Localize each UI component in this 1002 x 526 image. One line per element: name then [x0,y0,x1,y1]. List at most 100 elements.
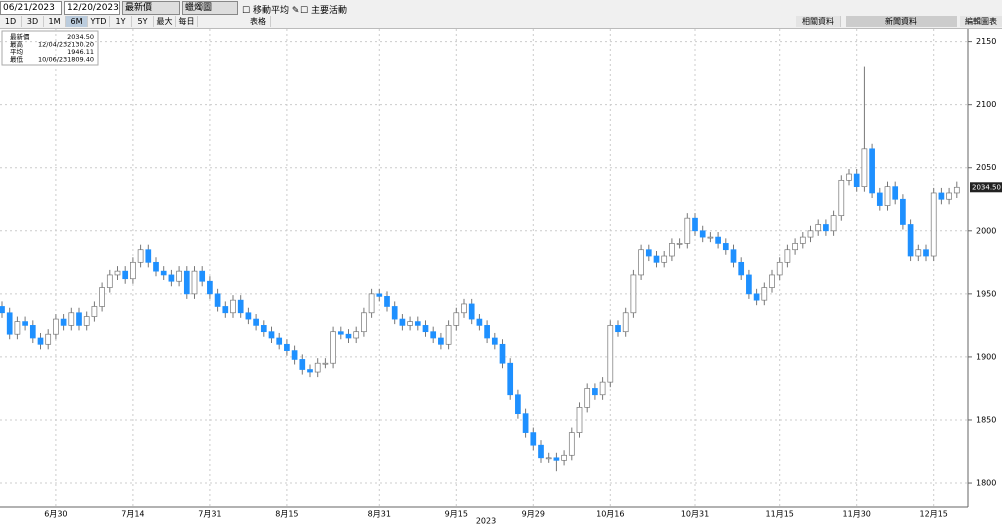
related-button[interactable]: 相關資料 [796,16,841,27]
candle-body [145,249,152,263]
events[interactable]: ☐ 主要活動 [300,6,347,16]
candle-body [445,325,452,345]
legend-text: 12/04/23 [38,41,67,49]
candle-body [807,230,814,238]
candle-body [407,321,413,326]
candle-body [76,312,82,326]
events-label: 主要活動 [310,6,347,16]
candle-body [946,192,952,200]
candle-body [599,381,606,396]
candle-body [746,274,752,295]
candle-body [384,296,390,307]
range-button[interactable]: YTD [88,16,110,27]
candle-body [776,261,783,276]
range-button[interactable]: 6M [66,16,88,27]
candle-body [183,270,190,295]
news-button[interactable]: 新聞資料 [846,16,957,27]
candle-body [230,299,236,314]
candle-body [130,261,136,280]
candle-body [592,388,598,396]
legend-text: 1946.11 [67,48,94,56]
range-button[interactable]: 最大 [154,16,176,27]
candle-body [22,321,28,326]
candle-body [676,243,683,245]
x-axis-title: 2023 [476,517,496,526]
candle-body [568,432,575,456]
date-from[interactable]: 06/21/2023 [0,1,62,15]
legend-text: 2034.50 [67,33,94,41]
last-price-label: 2034.50 [972,183,1001,191]
candle-body [153,261,159,272]
field-select[interactable]: 最新價 [122,1,180,15]
last-price-tag [970,182,1002,193]
candle-body [199,270,206,282]
range-button[interactable]: 1D [0,16,22,27]
date-to[interactable]: 12/20/2023 [64,1,120,15]
style-select[interactable]: 蠟燭圖 [182,1,238,15]
candle-body [476,318,483,326]
candle-body [900,198,906,225]
x-tick-label: 10月31 [681,510,709,519]
range-button[interactable]: 5Y [132,16,154,27]
candle-body [653,255,660,263]
legend-text: 最新價 [10,32,30,41]
candle-body [769,274,775,288]
candle-body [137,249,144,263]
candle-body [160,270,167,276]
candle-body [738,261,745,276]
candle-body [584,388,591,408]
legend-text: 2130.20 [67,41,94,49]
x-tick-label: 10月16 [596,510,624,519]
candle-body [391,306,398,320]
candle-body [314,362,321,373]
candle-body [892,186,899,200]
candle-body [753,293,760,301]
candle-body [322,362,329,365]
candle-body [260,325,267,333]
candle-body [37,337,44,345]
candle-body [715,236,721,244]
candle-body [722,243,729,251]
range-button[interactable]: 每日 [176,16,198,27]
candle-body [876,192,883,206]
candle-body [91,306,98,317]
range-button[interactable]: 1M [44,16,66,27]
candle-body [484,325,490,339]
range-button[interactable]: 1Y [110,16,132,27]
candle-body [815,224,822,232]
candle-body [692,217,698,232]
candle-body [576,407,583,433]
legend-text: 最低 [10,55,24,64]
table-button[interactable]: 表格 [246,16,271,27]
candle-body [376,293,383,297]
candle-body [522,413,529,433]
candle-body [368,293,375,314]
candle-body [299,359,306,370]
x-tick-label: 9月15 [445,510,468,519]
candle-body [838,179,845,217]
candle-body [114,270,121,276]
candle-body [99,287,105,307]
candle-body [207,280,213,295]
candle-body [399,318,406,326]
candle-body [553,457,560,461]
candle-body [499,343,506,364]
y-tick-label: 2050 [976,163,996,172]
candle-body [799,236,806,244]
edit-button[interactable]: 編輯圖表 [960,16,1002,27]
legend-box [1,30,99,66]
candle-body [168,274,175,282]
x-tick-label: 11月30 [843,510,871,519]
moving-avg[interactable]: ☐ 移動平均 ✎ [242,6,300,16]
candle-body [276,337,283,345]
candle-body [461,303,467,314]
candle-body [846,173,852,181]
candle-body [684,217,691,244]
candle-body [60,318,67,326]
range-button[interactable]: 3D [22,16,44,27]
candle-body [930,192,937,257]
legend-text: 最高 [10,40,24,49]
candle-body [607,325,614,383]
candle-body [453,312,460,326]
